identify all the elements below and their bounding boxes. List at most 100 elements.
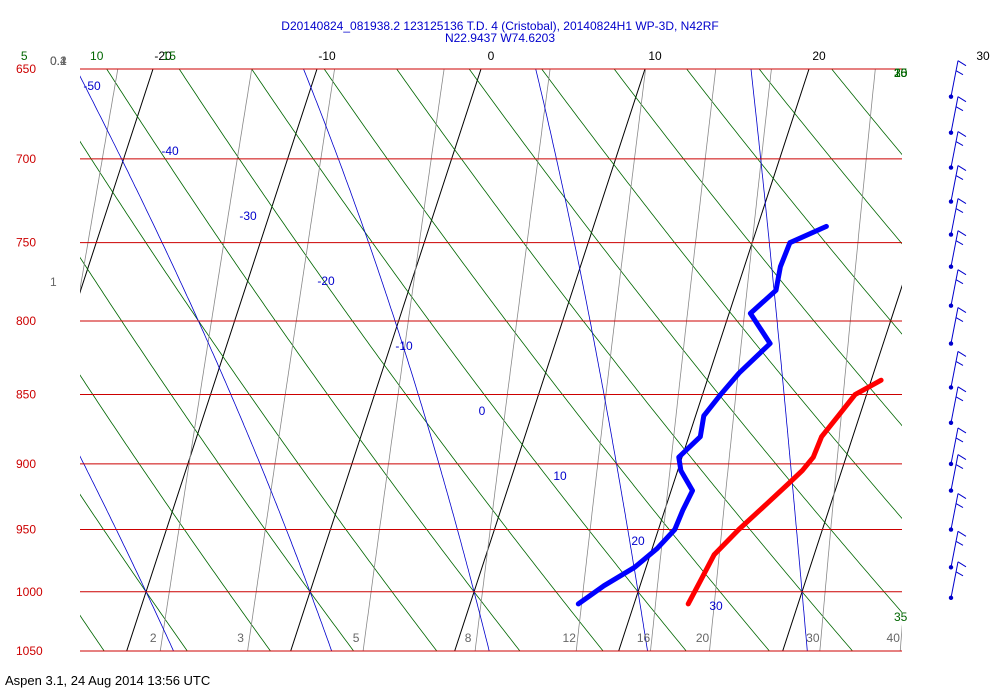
moist-adiabat-tick-label: 10 [553, 469, 567, 483]
wind-barb [948, 454, 967, 493]
mixing-ratio-tick-label: 8 [465, 631, 472, 645]
wind-barb-station-dot [948, 461, 954, 467]
wind-barb-flag [957, 230, 967, 237]
moist-adiabat-tick-label: -20 [317, 274, 335, 288]
isotherm-tick-label: 30 [976, 49, 990, 63]
dry-adiabat-line [80, 493, 188, 651]
dry-adiabat-tick-label: 5 [21, 49, 28, 63]
dry-adiabat-line [977, 69, 1000, 651]
dry-adiabat-tick-label: 20 [894, 66, 908, 80]
wind-barb-staff [950, 386, 959, 423]
wind-barb [948, 269, 967, 308]
wind-barb-staff [950, 427, 959, 465]
wind-barb [948, 350, 967, 390]
mixing-ratio-line [362, 69, 445, 651]
dry-adiabat-line [251, 69, 687, 651]
wind-barb-flag [955, 175, 964, 180]
wind-barb-staff [950, 269, 959, 306]
wind-barb [948, 530, 967, 570]
pressure-tick-label: 1000 [16, 585, 43, 599]
moist-adiabat-line [80, 455, 174, 651]
isotherm-tick-label: 10 [648, 49, 662, 63]
wind-barb-flag [957, 269, 967, 276]
wind-barb-station-dot [948, 264, 954, 269]
wind-barb-flag [955, 396, 964, 402]
dry-adiabat-line [80, 140, 438, 651]
wind-barb-station-dot [948, 385, 954, 390]
wind-barb-flag [957, 386, 967, 393]
wind-barb [948, 386, 967, 425]
moist-adiabat-tick-label: 20 [631, 534, 645, 548]
mixing-ratio-tick-label: 2 [150, 631, 157, 645]
mixing-ratio-line [819, 69, 876, 651]
wind-barb-flag [955, 208, 964, 213]
mixing-ratio-tick-label: 3 [237, 631, 244, 645]
wind-barb-flag [955, 464, 964, 470]
mixing-ratio-tick-label: 16 [637, 631, 651, 645]
isotherm-line [80, 69, 154, 294]
pressure-tick-label: 700 [16, 152, 36, 166]
moist-adiabat-tick-label: -50 [83, 79, 101, 93]
dewpoint-profile-line [575, 223, 829, 607]
moist-adiabat-tick-label: -30 [239, 209, 257, 223]
wind-barb-flag [957, 60, 967, 67]
wind-barb-station-dot [948, 232, 954, 237]
wind-barb-flag [955, 106, 964, 112]
moist-adiabat-line [535, 69, 648, 651]
dry-adiabat-tick-label: 30 [894, 66, 908, 80]
temperature-profile-line [685, 377, 884, 607]
dry-adiabat-line [80, 256, 354, 651]
dry-adiabat-tick-label: 10 [90, 49, 104, 63]
wind-barb-station-dot [948, 420, 954, 425]
dry-adiabat-tick-label: 15 [894, 66, 908, 80]
dry-adiabat-line [323, 69, 770, 651]
wind-barb-staff [950, 531, 959, 568]
wind-barb-station-dot [948, 94, 954, 99]
wind-barb-flag [957, 198, 967, 204]
wind-barb-staff [950, 561, 959, 598]
wind-barb-flag [957, 454, 967, 461]
wind-barb-station-dot [948, 165, 954, 170]
footer-version-timestamp: Aspen 3.1, 24 Aug 2014 13:56 UTC [5, 673, 211, 688]
dry-adiabat-tick-label: 15 [163, 49, 177, 63]
wind-barb-flag [955, 571, 964, 577]
pressure-tick-label: 850 [16, 388, 36, 402]
wind-barb-station-dot [948, 199, 954, 204]
dry-adiabat-line [541, 69, 902, 520]
isotherm-line [126, 69, 318, 651]
wind-barb-flag [957, 131, 967, 137]
isotherm-line [947, 69, 1000, 651]
wind-barb-station-dot [948, 595, 954, 601]
mixing-ratio-line [159, 69, 253, 651]
moist-adiabat-tick-label: -10 [395, 339, 413, 353]
wind-barb-staff [950, 493, 959, 530]
wind-barb-flag [957, 493, 967, 499]
wind-barb [948, 427, 967, 467]
mixing-ratio-line [247, 69, 335, 651]
mixing-ratio-line [474, 69, 551, 651]
wind-barb-flag [955, 360, 964, 366]
chart-title-line1: D20140824_081938.2 123125136 T.D. 4 (Cri… [281, 19, 718, 33]
wind-barb-station-dot [948, 341, 954, 346]
wind-barb-flag [955, 317, 964, 322]
wind-barb-flag [957, 307, 967, 313]
isotherm-tick-label: 0 [488, 49, 495, 63]
wind-barb [948, 561, 967, 601]
wind-barb-flag [955, 437, 964, 443]
moist-adiabat-tick-label: -40 [161, 144, 179, 158]
isotherm-tick-label: 20 [812, 49, 826, 63]
moist-adiabat-line [0, 50, 17, 658]
mixing-ratio-line [80, 69, 119, 292]
isotherm-tick-label: -10 [318, 49, 336, 63]
dry-adiabat-line [831, 69, 902, 156]
wind-barb-staff [950, 165, 959, 202]
mixing-ratio-tick-label: 5 [353, 631, 360, 645]
wind-barb-flag [955, 279, 964, 285]
wind-barb-staff [950, 351, 959, 388]
mixing-ratio-tick-label: 0.2 [50, 54, 67, 68]
moist-adiabat-line [750, 69, 808, 651]
chart-title-line2: N22.9437 W74.6203 [445, 31, 555, 45]
mixing-ratio-tick-label: 40 [887, 631, 901, 645]
dry-adiabat-line [758, 69, 902, 245]
